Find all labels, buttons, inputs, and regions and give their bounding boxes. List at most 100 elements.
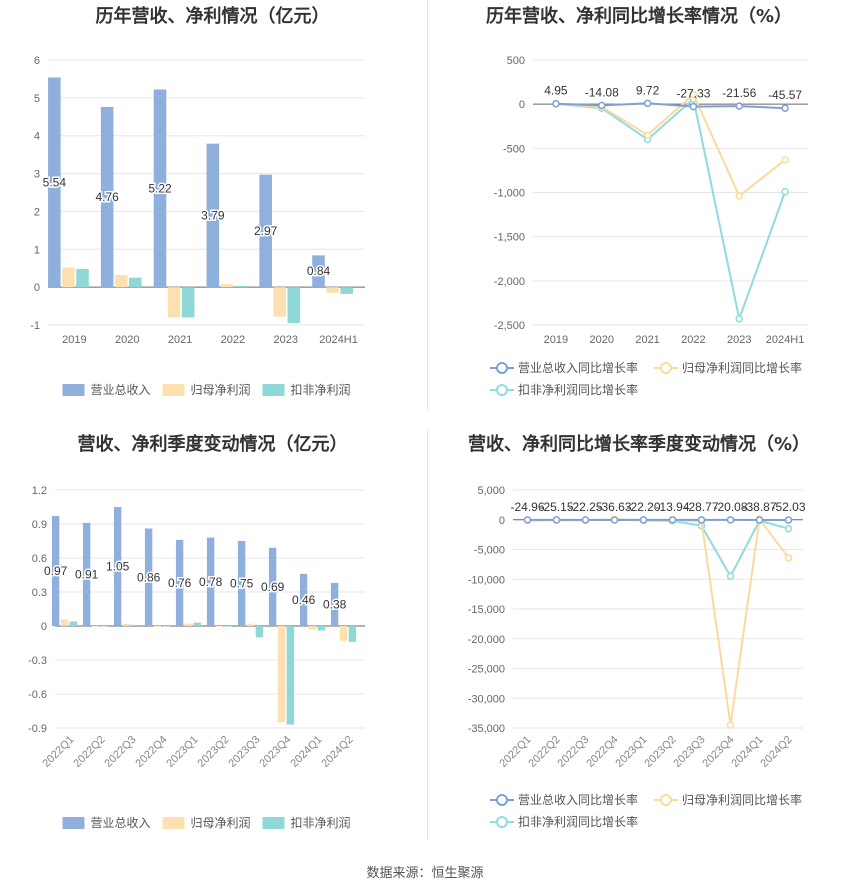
- x-tick-label: 2023Q4: [257, 734, 293, 770]
- data-label: -22.25: [568, 500, 602, 514]
- annual-growth-rate-chart: -2,500 -2,000 -1,500 -1,000 -500 0 500 4.95 -14.…: [490, 55, 808, 397]
- x-tick-label: 2022: [681, 334, 705, 346]
- legend-marker: [660, 362, 672, 374]
- series-point: [610, 516, 619, 524]
- bar: [340, 287, 353, 294]
- chart-title: 营收、净利同比增长率季度变动情况（%）: [467, 434, 811, 455]
- x-tick-label: 2020: [115, 334, 139, 346]
- quarterly-growth-rate-chart: -35,000 -30,000 -25,000 -20,000 -15,000 -10,0…: [468, 485, 806, 829]
- data-label: 0.46: [292, 593, 316, 607]
- chart-title: 历年营收、净利同比增长率情况（%）: [485, 6, 793, 27]
- bar: [51, 516, 60, 626]
- vertical-divider-top: [427, 0, 428, 410]
- series-point: [697, 516, 706, 524]
- bar: [224, 626, 233, 627]
- bar: [287, 287, 301, 324]
- legend-marker: [496, 816, 508, 828]
- data-label: -24.96: [510, 500, 544, 514]
- series-point: [639, 516, 648, 524]
- bar: [268, 547, 277, 626]
- y-tick-label: -35,000: [468, 723, 505, 735]
- series-point: [552, 99, 560, 108]
- y-tick-label: -0.6: [28, 689, 47, 701]
- bar: [246, 623, 255, 626]
- bar: [76, 268, 89, 288]
- bar: [100, 106, 114, 288]
- bar: [317, 626, 326, 631]
- bar: [184, 623, 193, 626]
- y-tick-label: -25,000: [468, 664, 505, 676]
- series-line: [555, 96, 787, 323]
- data-label: 0.97: [44, 564, 68, 578]
- bar: [273, 287, 287, 317]
- bar: [181, 287, 195, 318]
- y-tick-label: 6: [34, 55, 40, 67]
- annual-revenue-profit-panel: 历年营收、净利情况（亿元） -1 0 1 2 3 4 5 6 5.54 4.76 5.22 3.79 2…: [0, 0, 425, 410]
- data-label: -52.03: [771, 500, 805, 514]
- legend-marker: [496, 384, 508, 396]
- series-point: [598, 101, 606, 110]
- series-point: [668, 516, 677, 524]
- x-tick-label: 2024Q2: [319, 734, 355, 770]
- series-line: [527, 518, 789, 579]
- data-label: -28.77: [684, 500, 718, 514]
- y-tick-label: -5,000: [474, 545, 505, 557]
- y-tick-label: 0: [41, 621, 47, 633]
- data-label: 4.95: [544, 84, 568, 98]
- bar: [48, 77, 61, 288]
- legend-swatch: [62, 817, 85, 829]
- y-tick-label: -500: [503, 143, 525, 155]
- legend-label: 扣非净利润同比增长率: [518, 382, 638, 397]
- data-label: 0.38: [323, 597, 347, 611]
- annual-revenue-profit-chart: -1 0 1 2 3 4 5 6 5.54 4.76 5.22 3.79 2.97 0.84 2019 202…: [30, 55, 365, 397]
- x-tick-label: 2023: [274, 334, 298, 346]
- y-tick-label: -1,500: [494, 232, 525, 244]
- data-source-note: 数据来源：恒生聚源: [366, 866, 484, 881]
- series-line: [555, 92, 786, 198]
- series-point: [523, 516, 532, 524]
- y-tick-label: 2: [34, 206, 40, 218]
- x-tick-label: 2023Q2: [195, 734, 231, 770]
- legend-label: 扣非净利润: [291, 816, 351, 830]
- bar: [206, 143, 220, 288]
- x-tick-label: 2024Q1: [288, 734, 324, 770]
- bar: [255, 626, 264, 638]
- series-point: [784, 516, 793, 524]
- y-tick-label: -20,000: [468, 634, 505, 646]
- legend-swatch: [262, 817, 285, 829]
- bar: [259, 174, 272, 288]
- bar: [308, 626, 317, 630]
- data-label: 5.22: [148, 181, 172, 195]
- data-label: -36.63: [597, 500, 631, 514]
- data-label: -27.33: [676, 87, 710, 101]
- legend-label: 扣非净利润同比增长率: [518, 814, 638, 829]
- data-label: 1.05: [106, 560, 130, 574]
- data-label: 0.75: [230, 577, 254, 591]
- data-label: 4.76: [95, 190, 119, 204]
- series-point: [735, 315, 743, 323]
- bar: [82, 522, 91, 626]
- series-point: [726, 572, 735, 581]
- x-tick-label: 2023Q3: [226, 734, 262, 770]
- data-label: -38.87: [742, 500, 776, 514]
- y-tick-label: -10,000: [468, 574, 505, 586]
- bar: [277, 626, 286, 723]
- bar: [122, 623, 131, 626]
- data-label: 0.78: [199, 575, 223, 589]
- data-label: 0.76: [168, 576, 192, 590]
- legend-swatch: [162, 384, 185, 396]
- x-tick-label: 2019: [62, 334, 86, 346]
- bar: [348, 626, 357, 642]
- bar: [175, 539, 184, 626]
- y-tick-label: 500: [507, 55, 525, 67]
- series-line: [527, 516, 790, 726]
- x-tick-label: 2024Q2: [758, 734, 794, 770]
- bar: [144, 528, 153, 626]
- series-point: [735, 192, 743, 200]
- y-tick-label: 0: [519, 99, 525, 111]
- x-tick-label: 2022Q3: [102, 734, 138, 770]
- x-tick-label: 2019: [544, 334, 568, 346]
- y-tick-label: 1: [34, 244, 40, 256]
- x-tick-label: 2022Q1: [40, 734, 76, 770]
- series-point: [726, 516, 735, 524]
